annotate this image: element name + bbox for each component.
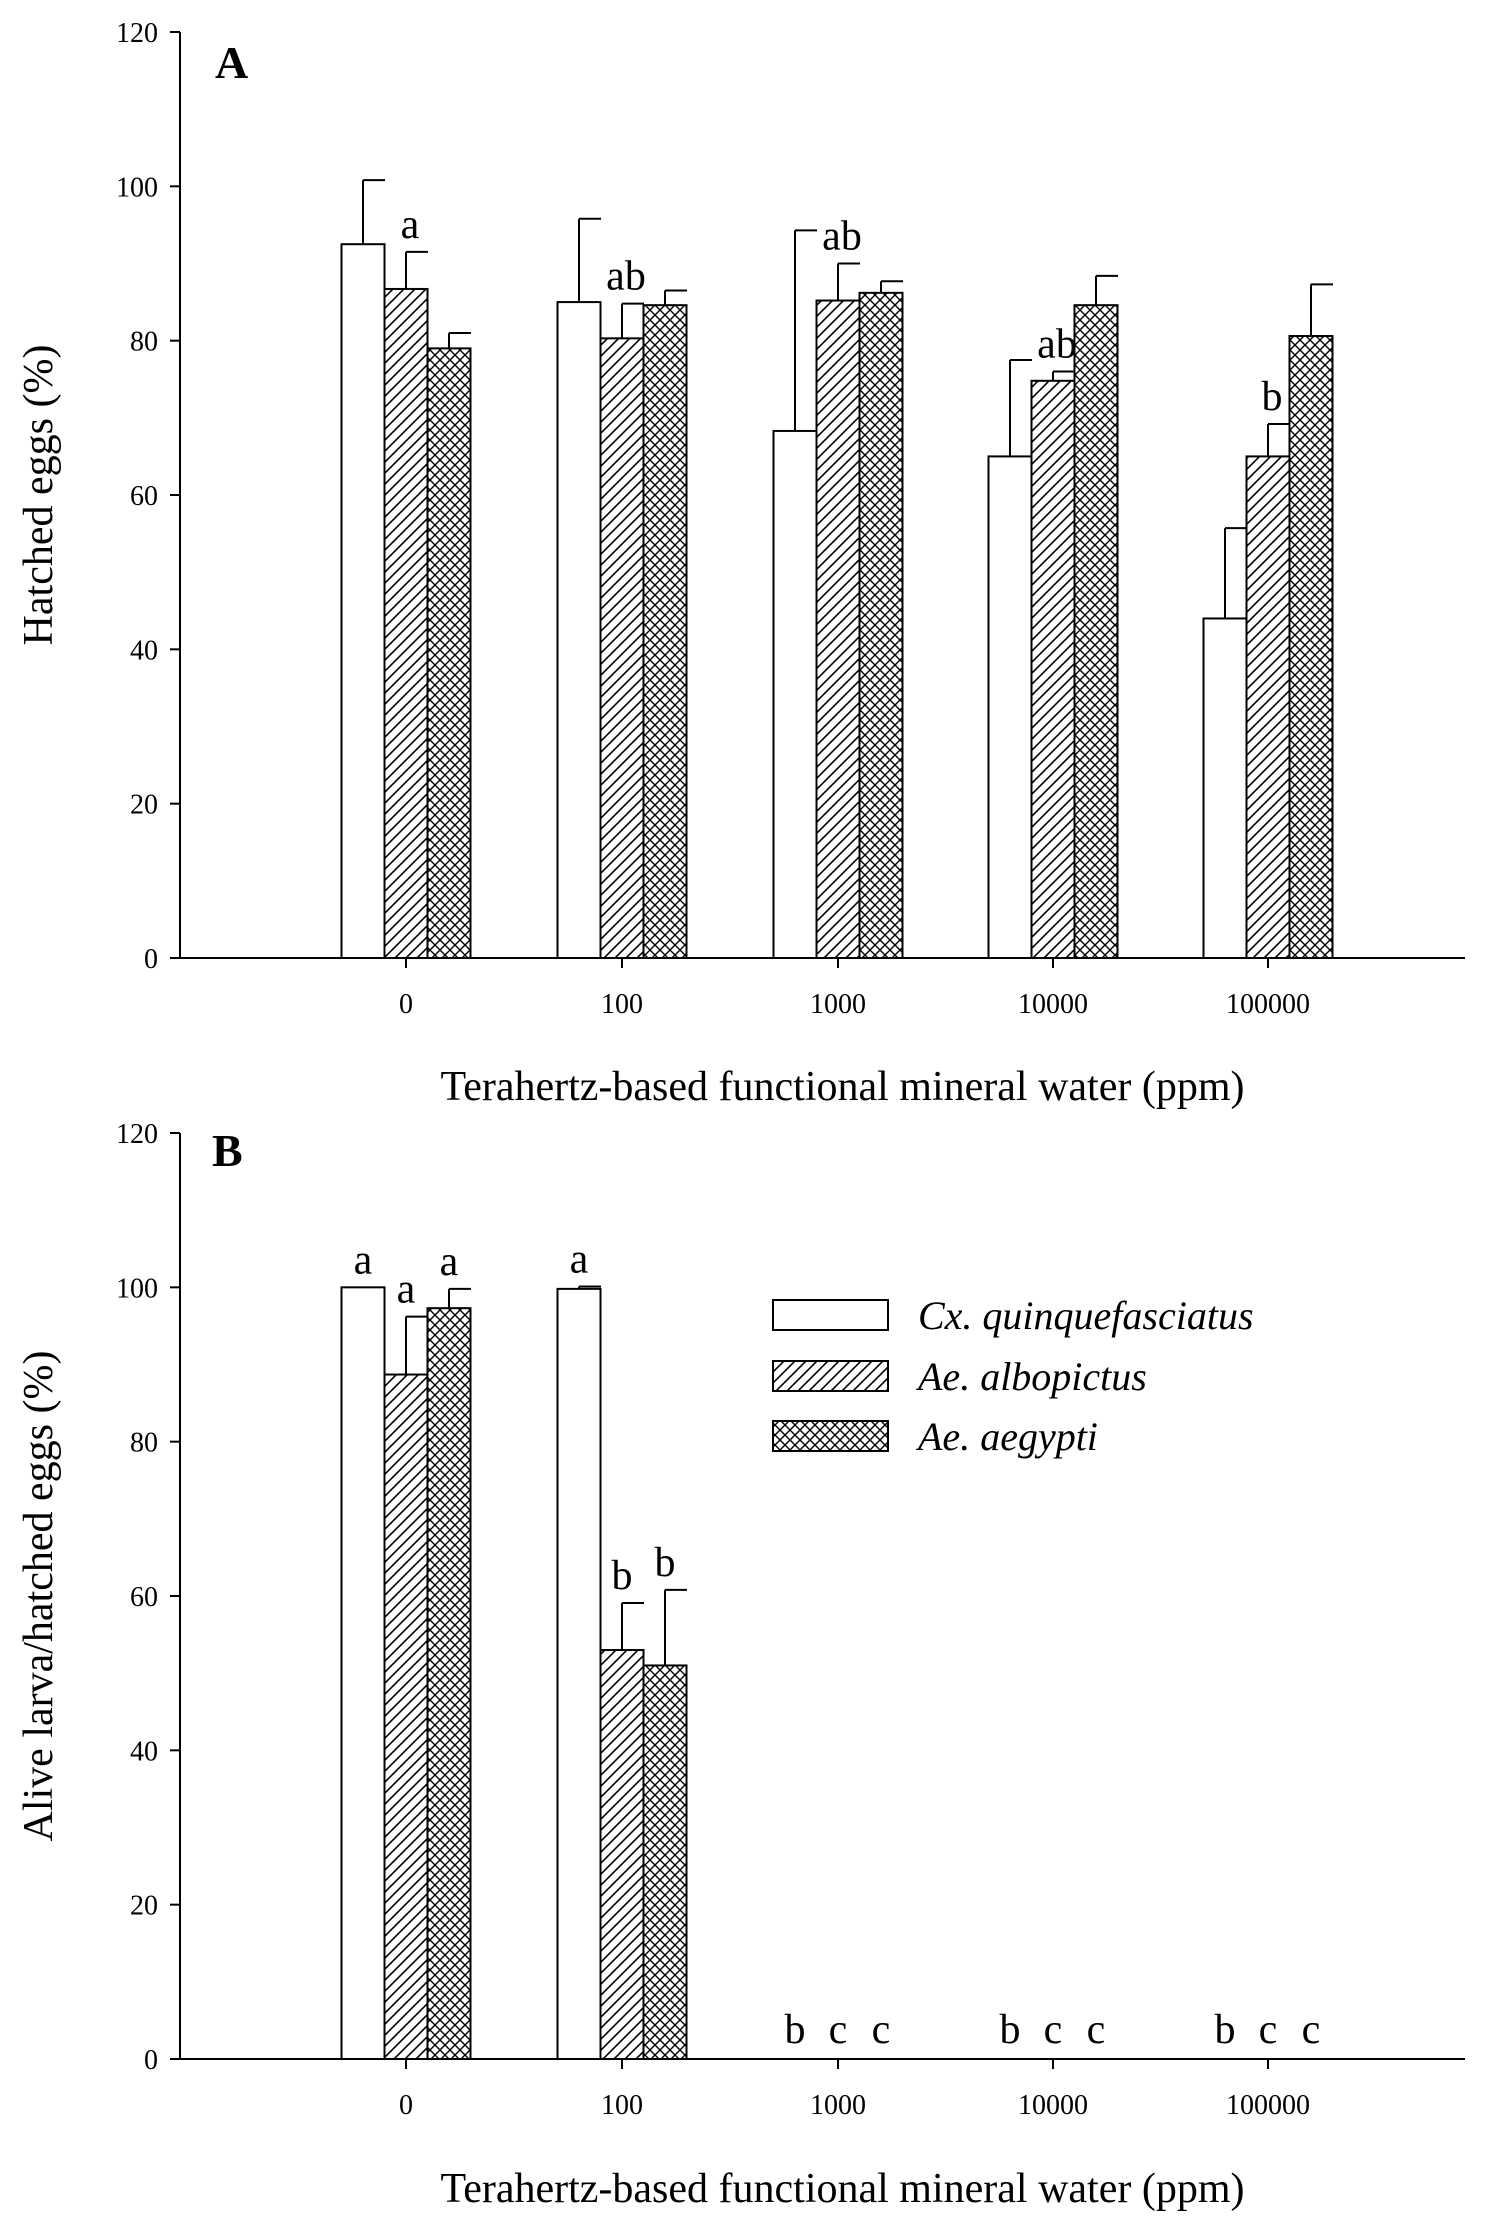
bar bbox=[556, 1287, 602, 2061]
y-tick-label: 40 bbox=[130, 635, 158, 666]
bar bbox=[1245, 455, 1291, 959]
bar bbox=[1030, 379, 1076, 959]
y-tick-label: 80 bbox=[130, 327, 158, 358]
legend-label: Ae. aegypti bbox=[915, 1414, 1098, 1459]
x-axis-title: Terahertz-based functional mineral water… bbox=[440, 1064, 1244, 1110]
legend-swatch bbox=[772, 1299, 889, 1331]
significance-letter: a bbox=[570, 1237, 589, 1283]
significance-letter: a bbox=[440, 1239, 459, 1285]
y-tick-label: 20 bbox=[130, 790, 158, 821]
bar bbox=[1073, 304, 1119, 960]
bar bbox=[642, 304, 688, 960]
x-tick-label: 10000 bbox=[1018, 989, 1088, 1020]
y-tick-label: 120 bbox=[116, 1119, 158, 1150]
bar bbox=[340, 243, 386, 960]
bar bbox=[426, 347, 472, 959]
y-tick-label: 80 bbox=[130, 1428, 158, 1459]
legend-label: Cx. quinquefasciatus bbox=[918, 1293, 1254, 1338]
significance-letter: b bbox=[1262, 374, 1283, 420]
x-tick-label: 0 bbox=[399, 2090, 413, 2121]
y-tick-label: 120 bbox=[116, 18, 158, 49]
y-tick-label: 20 bbox=[130, 1891, 158, 1922]
significance-letter: ab bbox=[822, 214, 862, 260]
y-axis-title: Hatched eggs (%) bbox=[16, 345, 62, 646]
y-tick-label: 60 bbox=[130, 481, 158, 512]
bar bbox=[1288, 335, 1334, 959]
legend-swatch bbox=[772, 1420, 889, 1452]
bar bbox=[383, 287, 429, 959]
bar bbox=[426, 1307, 472, 2060]
significance-letter: b bbox=[655, 1540, 676, 1586]
significance-letter: c bbox=[1044, 2007, 1063, 2053]
bar bbox=[599, 1649, 645, 2061]
x-tick-label: 0 bbox=[399, 989, 413, 1020]
x-tick-label: 1000 bbox=[810, 2090, 866, 2121]
bar bbox=[858, 291, 904, 960]
legend-swatch bbox=[772, 1360, 889, 1392]
panel-a: 0 20 40 60 80 100 120 0 100 1000 10000 100000 a ab ab a… bbox=[16, 18, 1465, 1110]
x-tick-label: 100 bbox=[601, 2090, 643, 2121]
y-tick-label: 40 bbox=[130, 1736, 158, 1767]
significance-letter: b bbox=[612, 1553, 633, 1599]
y-tick-label: 100 bbox=[116, 172, 158, 203]
legend-label: Ae. albopictus bbox=[915, 1354, 1147, 1399]
x-tick-label: 100000 bbox=[1226, 2090, 1310, 2121]
bar bbox=[556, 301, 602, 960]
bar bbox=[642, 1664, 688, 2060]
significance-letter: b bbox=[785, 2007, 806, 2053]
significance-letter: c bbox=[1087, 2007, 1106, 2053]
significance-letter: b bbox=[1215, 2007, 1236, 2053]
significance-letter: a bbox=[401, 202, 420, 248]
bar bbox=[1202, 617, 1248, 959]
significance-letter: c bbox=[829, 2007, 848, 2053]
bar bbox=[815, 299, 861, 960]
bar bbox=[987, 455, 1033, 959]
significance-letter: a bbox=[354, 1237, 373, 1283]
significance-letter: c bbox=[1302, 2007, 1321, 2053]
panel-letter: B bbox=[212, 1125, 243, 1176]
x-tick-label: 1000 bbox=[810, 989, 866, 1020]
y-tick-label: 60 bbox=[130, 1582, 158, 1613]
legend: Cx. quinquefasciatus Ae. albopictus Ae. ae… bbox=[772, 1293, 1254, 1459]
bar bbox=[383, 1373, 429, 2060]
significance-letter: c bbox=[1259, 2007, 1278, 2053]
significance-letter: c bbox=[872, 2007, 891, 2053]
x-tick-label: 100 bbox=[601, 989, 643, 1020]
significance-letter: ab bbox=[606, 254, 646, 300]
bar bbox=[772, 429, 818, 959]
y-axis-title: Alive larva/hatched eggs (%) bbox=[16, 1351, 62, 1842]
x-tick-label: 100000 bbox=[1226, 989, 1310, 1020]
y-tick-label: 0 bbox=[144, 2045, 158, 2076]
y-tick-label: 100 bbox=[116, 1273, 158, 1304]
significance-letter: a bbox=[397, 1267, 416, 1313]
significance-letter: ab bbox=[1037, 322, 1077, 368]
y-tick-label: 0 bbox=[144, 944, 158, 975]
significance-letter: b bbox=[1000, 2007, 1021, 2053]
panel-letter: A bbox=[215, 37, 248, 88]
x-tick-label: 10000 bbox=[1018, 2090, 1088, 2121]
bar bbox=[599, 337, 645, 959]
x-axis-title: Terahertz-based functional mineral water… bbox=[440, 2166, 1244, 2212]
bar bbox=[340, 1286, 386, 2061]
